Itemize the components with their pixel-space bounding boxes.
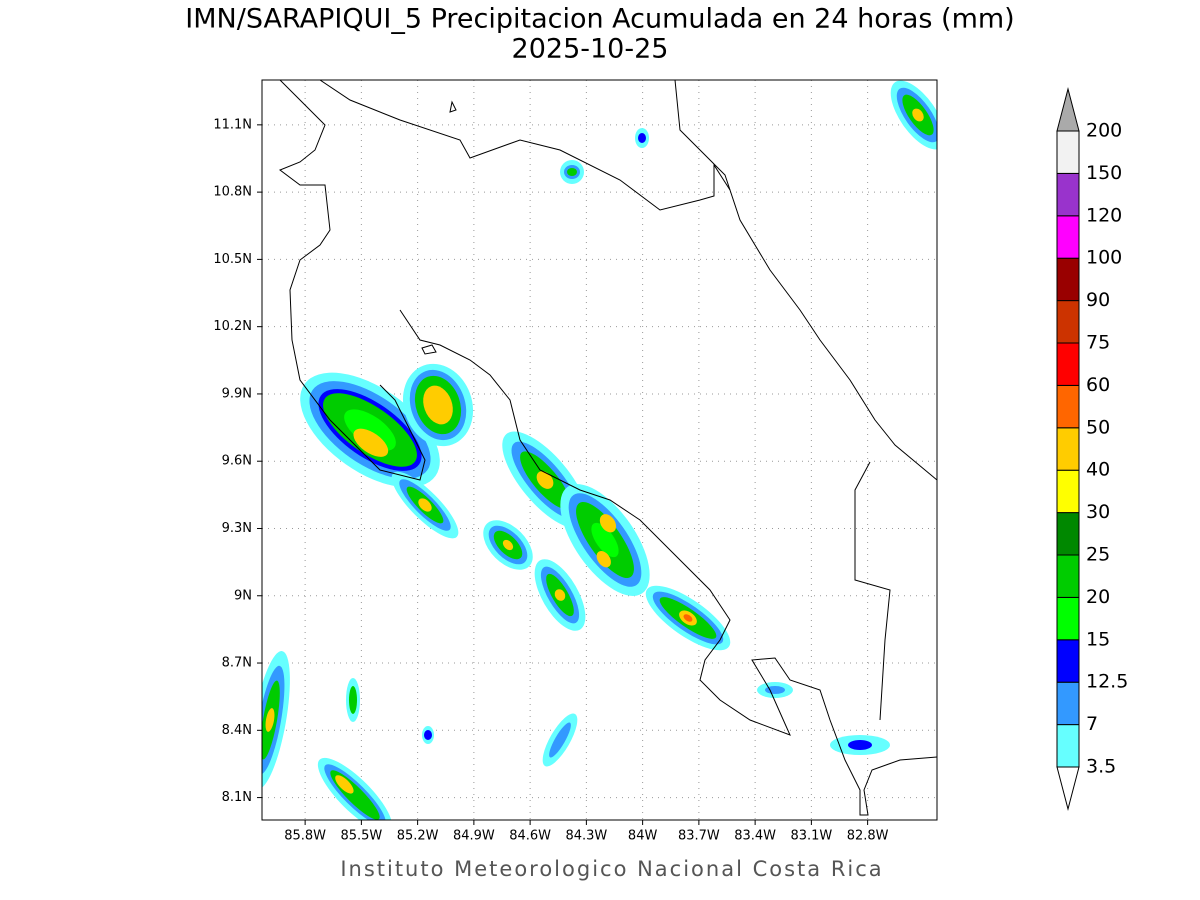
colorbar-box (1056, 554, 1080, 598)
y-tick-label: 8.1N (222, 790, 252, 805)
y-tick-label: 9.6N (222, 454, 252, 469)
axis-ticks: 85.8W 85.5W 85.2W 84.9W 84.6W 84.3W 84W 83.7W 83… (213, 117, 888, 843)
colorbar-label: 15 (1086, 628, 1110, 650)
colorbar-box (1056, 384, 1080, 429)
border (854, 461, 891, 721)
colorbar-label: 30 (1086, 501, 1110, 523)
colorbar-box (1056, 257, 1080, 302)
colorbar-label: 50 (1086, 416, 1110, 438)
x-tick-label: 83.7W (678, 829, 720, 844)
subtitle: 2025-10-25 (512, 34, 669, 65)
colorbar-label: 75 (1086, 332, 1110, 354)
colorbar-label: 3.5 (1086, 756, 1116, 778)
colorbar-label: 120 (1086, 204, 1122, 226)
colorbar-under (1056, 766, 1080, 811)
colorbar-label: 20 (1086, 586, 1110, 608)
rain-cell (635, 128, 649, 148)
rain-cell (300, 372, 440, 488)
colorbar: 3.5 7 12.5 15 20 25 30 40 50 60 75 90 100 120 150 200 (1056, 87, 1128, 811)
colorbar-box (1056, 427, 1080, 471)
x-tick-label: 82.8W (847, 829, 889, 844)
colorbar-box (1056, 172, 1080, 217)
title: IMN/SARAPIQUI_5 Precipitacion Acumulada … (185, 4, 1014, 35)
colorbar-over (1056, 87, 1080, 132)
colorbar-box (1056, 512, 1080, 556)
rain-cell (346, 678, 360, 722)
y-tick-label: 9.9N (222, 386, 252, 401)
colorbar-box (1056, 639, 1080, 683)
y-tick-label: 11.1N (213, 117, 252, 132)
rain-cell (542, 713, 578, 767)
island (449, 100, 457, 113)
colorbar-label: 150 (1086, 162, 1122, 184)
rain-cell (757, 682, 793, 698)
colorbar-label: 60 (1086, 374, 1110, 396)
x-tick-label: 84.3W (565, 829, 607, 844)
y-tick-label: 9N (234, 588, 252, 603)
rain-cell (560, 484, 650, 596)
coastline (674, 80, 937, 481)
colorbar-box (1056, 596, 1080, 641)
rain-cell (317, 757, 393, 820)
y-tick-label: 10.8N (213, 185, 252, 200)
x-tick-label: 84W (628, 829, 658, 844)
colorbar-box (1056, 300, 1080, 344)
colorbar-label: 7 (1086, 713, 1098, 735)
colorbar-box (1056, 724, 1080, 768)
rain-cell (391, 471, 459, 539)
colorbar-box (1056, 342, 1080, 386)
rain-cell (534, 559, 586, 631)
colorbar-box (1056, 215, 1080, 259)
island (421, 344, 437, 355)
footer: Instituto Meteorologico Nacional Costa R… (340, 857, 883, 881)
coastlines (278, 80, 937, 816)
coastline (278, 80, 426, 481)
colorbar-box (1056, 469, 1080, 514)
precipitation (262, 80, 937, 820)
colorbar-label: 12.5 (1086, 671, 1128, 693)
y-tick-label: 10.2N (213, 319, 252, 334)
rain-cell (422, 726, 434, 744)
rain-cell (262, 651, 290, 789)
x-tick-label: 83.4W (734, 829, 776, 844)
colorbar-label: 25 (1086, 544, 1110, 566)
rain-cell (890, 80, 937, 150)
x-tick-label: 85.5W (340, 829, 382, 844)
rain-cell (483, 520, 533, 570)
colorbar-box (1056, 681, 1080, 726)
colorbar-label: 90 (1086, 289, 1110, 311)
rain-cell (402, 363, 474, 447)
coastline (319, 80, 731, 211)
colorbar-label: 40 (1086, 459, 1110, 481)
colorbar-box (1056, 130, 1080, 174)
x-tick-label: 84.9W (453, 829, 495, 844)
colorbar-label: 200 (1086, 120, 1122, 142)
y-tick-label: 9.3N (222, 521, 252, 536)
colorbar-label: 100 (1086, 247, 1122, 269)
x-tick-label: 85.2W (397, 829, 439, 844)
x-tick-label: 84.6W (509, 829, 551, 844)
coastline (399, 309, 937, 816)
rain-cell (645, 585, 731, 651)
x-tick-label: 83.1W (790, 829, 832, 844)
y-tick-label: 10.5N (213, 252, 252, 267)
rain-cell (830, 735, 890, 755)
y-tick-label: 8.7N (222, 656, 252, 671)
rain-cell (560, 160, 584, 184)
y-tick-label: 8.4N (222, 723, 252, 738)
x-tick-label: 85.8W (284, 829, 326, 844)
map-frame (261, 79, 938, 821)
